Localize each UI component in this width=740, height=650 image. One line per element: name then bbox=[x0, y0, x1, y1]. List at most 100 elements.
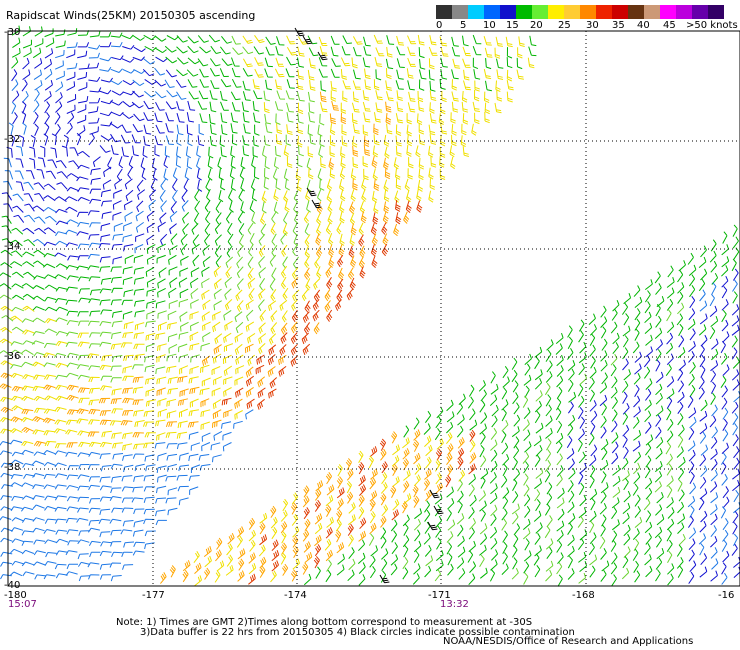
wind-barb bbox=[218, 168, 224, 181]
wind-barb bbox=[279, 299, 288, 311]
wind-barb bbox=[144, 90, 156, 98]
wind-barb bbox=[206, 188, 211, 202]
wind-barb bbox=[186, 157, 193, 170]
wind-barb bbox=[13, 214, 25, 223]
wind-barb bbox=[66, 563, 79, 570]
wind-barb bbox=[88, 519, 100, 526]
wind-barb bbox=[578, 482, 585, 496]
wind-barb bbox=[11, 326, 25, 333]
wind-barb bbox=[534, 532, 541, 545]
wind-barb bbox=[123, 200, 133, 211]
wind-barb bbox=[567, 568, 575, 580]
wind-barb bbox=[544, 459, 552, 472]
wind-barb bbox=[209, 58, 221, 67]
wind-barb bbox=[11, 306, 24, 312]
wind-barb bbox=[451, 124, 457, 136]
wind-barb bbox=[733, 391, 740, 403]
wind-barb bbox=[446, 464, 454, 477]
wind-barb bbox=[34, 227, 47, 235]
wind-barb bbox=[611, 519, 620, 531]
wind-barb bbox=[319, 179, 325, 191]
wind-barb bbox=[326, 277, 333, 290]
wind-barb bbox=[188, 475, 200, 482]
wind-barb bbox=[314, 513, 323, 525]
wind-barb bbox=[10, 527, 24, 532]
wind-barb bbox=[612, 300, 620, 312]
wind-barb bbox=[88, 44, 101, 50]
wind-barb bbox=[424, 500, 431, 513]
legend-swatch bbox=[436, 5, 452, 19]
wind-barb bbox=[589, 333, 596, 346]
wind-barb bbox=[232, 134, 238, 146]
wind-barb bbox=[113, 189, 123, 199]
wind-barb bbox=[21, 385, 34, 391]
wind-barb bbox=[252, 146, 259, 158]
wind-barb bbox=[403, 523, 409, 536]
wind-barb bbox=[516, 69, 524, 80]
wind-barb bbox=[122, 387, 133, 394]
wind-barb bbox=[392, 498, 400, 511]
wind-barb bbox=[220, 90, 228, 101]
wind-barb bbox=[247, 267, 254, 280]
wind-barb bbox=[87, 527, 101, 533]
wind-barb bbox=[296, 91, 305, 102]
wind-barb bbox=[111, 408, 123, 414]
wind-barb bbox=[10, 439, 23, 445]
wind-barb bbox=[143, 496, 155, 503]
wind-barb bbox=[233, 420, 243, 429]
wind-barb bbox=[480, 412, 488, 424]
wind-barb bbox=[533, 435, 542, 447]
wind-barb bbox=[369, 490, 378, 502]
wind-barb bbox=[654, 481, 662, 493]
wind-barb bbox=[111, 111, 124, 117]
wind-barb bbox=[100, 189, 112, 197]
legend-label: 0 bbox=[436, 20, 443, 31]
wind-barb bbox=[132, 90, 144, 98]
wind-barb bbox=[381, 243, 389, 257]
credit-line: NOAA/NESDIS/Office of Research and Appli… bbox=[443, 636, 694, 647]
map-title: Rapidscat Winds(25KM) 20150305 ascending bbox=[6, 9, 256, 22]
wind-barb bbox=[283, 190, 289, 203]
wind-barb bbox=[99, 145, 111, 153]
lat-label: -36 bbox=[4, 351, 21, 362]
wind-barb bbox=[245, 409, 254, 420]
wind-barb bbox=[248, 573, 256, 585]
wind-barb bbox=[66, 275, 79, 281]
wind-barb bbox=[340, 189, 346, 202]
wind-barb bbox=[296, 79, 304, 90]
wind-barb bbox=[280, 232, 287, 245]
wind-barb bbox=[689, 482, 697, 495]
wind-barb bbox=[468, 527, 475, 540]
wind-barb bbox=[700, 553, 708, 566]
wind-barb bbox=[687, 495, 696, 508]
wind-barb bbox=[32, 306, 45, 311]
wind-barb bbox=[711, 282, 717, 295]
wind-barb bbox=[167, 310, 177, 320]
wind-barb bbox=[258, 245, 266, 258]
wind-barb bbox=[76, 265, 89, 271]
wind-barb bbox=[314, 522, 323, 535]
wind-barb bbox=[534, 346, 543, 358]
wind-barb bbox=[461, 90, 468, 103]
wind-barb bbox=[213, 278, 222, 290]
wind-barb bbox=[87, 562, 100, 568]
wind-barb bbox=[472, 46, 482, 56]
wind-barb bbox=[336, 498, 344, 510]
wind-barb bbox=[557, 487, 565, 499]
wind-barb bbox=[589, 389, 595, 402]
wind-barb bbox=[172, 189, 178, 202]
wind-barb bbox=[225, 256, 234, 268]
wind-barb bbox=[32, 429, 45, 435]
legend-swatch bbox=[516, 5, 532, 19]
wind-barb bbox=[101, 430, 112, 438]
wind-barb bbox=[286, 35, 296, 45]
wind-barb bbox=[568, 368, 575, 381]
wind-barb bbox=[423, 533, 431, 545]
wind-barb bbox=[210, 45, 222, 54]
wind-barb bbox=[456, 425, 464, 438]
wind-barb bbox=[271, 526, 278, 540]
wind-barb bbox=[101, 354, 112, 362]
wind-barb bbox=[199, 387, 210, 396]
wind-barb bbox=[721, 539, 728, 552]
wind-barb bbox=[578, 472, 584, 485]
